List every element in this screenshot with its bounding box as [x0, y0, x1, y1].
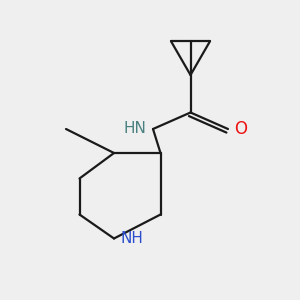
- Text: NH: NH: [121, 231, 143, 246]
- Text: HN: HN: [124, 122, 146, 136]
- Text: O: O: [235, 120, 248, 138]
